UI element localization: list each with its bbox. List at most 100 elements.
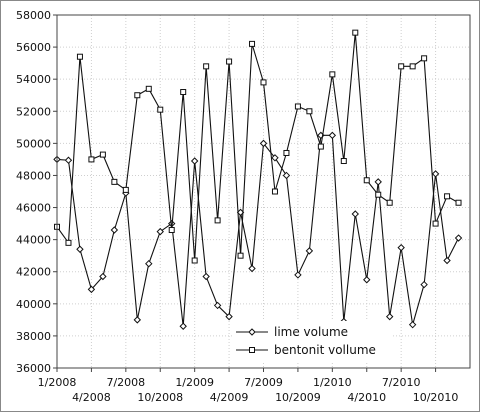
data-point (271, 154, 279, 162)
data-point (294, 103, 301, 110)
legend-item: lime volume (236, 325, 348, 339)
x-tick-label: 4/2010 (347, 391, 386, 404)
data-point (249, 40, 256, 47)
data-point (363, 177, 370, 184)
data-point (444, 193, 451, 200)
data-point (443, 256, 451, 265)
data-point (111, 178, 118, 185)
data-point (179, 322, 187, 330)
y-axis: 36000 38000 40000 42000 44000 46000 48000 50000… (16, 9, 57, 375)
plot-area-border (56, 14, 471, 369)
data-point (133, 316, 142, 324)
data-point (363, 276, 371, 284)
data-point (134, 92, 141, 99)
x-tick-label: 10/2008 (137, 391, 183, 404)
data-point (191, 257, 198, 264)
legend: lime volume bentonit vollume (232, 321, 392, 361)
data-point (408, 320, 417, 329)
y-tick-label: 52000 (16, 105, 51, 118)
x-tick-label: 7/2008 (106, 376, 145, 389)
data-point (305, 247, 314, 255)
data-point (156, 227, 164, 236)
y-tick-label: 38000 (16, 330, 51, 343)
data-point (213, 301, 222, 310)
data-point (157, 106, 164, 113)
data-point (76, 245, 84, 253)
data-point (294, 271, 302, 279)
data-point (432, 220, 439, 227)
data-point (76, 53, 83, 60)
data-point (455, 199, 462, 206)
data-point (282, 171, 291, 180)
y-tick-label: 44000 (16, 234, 51, 247)
y-tick-label: 36000 (16, 362, 51, 375)
data-point (226, 58, 233, 65)
legend-box (232, 321, 392, 361)
series-lime-volume (53, 131, 463, 330)
data-point (454, 234, 463, 242)
data-point (340, 158, 347, 165)
data-point (306, 108, 313, 115)
data-point (88, 156, 95, 163)
x-axis: 1/2008 4/2008 7/2008 10/2008 1/2009 4/2009 7/2… (38, 368, 459, 404)
data-point (168, 227, 175, 234)
y-tick-label: 50000 (16, 137, 51, 150)
y-tick-label: 40000 (16, 298, 51, 311)
data-point (248, 264, 256, 273)
legend-swatch-marker (249, 347, 255, 353)
data-point (65, 239, 72, 246)
y-tick-label: 56000 (16, 41, 51, 54)
data-point (397, 243, 405, 252)
data-point (259, 139, 268, 148)
data-point (122, 186, 129, 193)
y-tick-label: 58000 (16, 9, 51, 22)
x-tick-label: 1/2010 (313, 376, 352, 389)
x-tick-label: 4/2009 (210, 391, 249, 404)
data-point (375, 191, 382, 198)
x-tick-label: 1/2008 (38, 376, 77, 389)
x-tick-label: 1/2009 (175, 376, 214, 389)
data-point (385, 312, 394, 321)
data-point (99, 151, 106, 158)
data-point (99, 272, 107, 281)
data-point (352, 29, 359, 36)
data-point (203, 63, 210, 70)
data-point (328, 131, 337, 140)
data-point (110, 226, 119, 234)
data-point (329, 71, 336, 78)
data-point (64, 156, 73, 164)
data-point (374, 178, 382, 186)
y-tick-label: 42000 (16, 266, 51, 279)
data-point (283, 149, 290, 156)
data-point (420, 280, 428, 289)
legend-label: bentonit vollume (274, 343, 376, 357)
data-point (190, 157, 199, 165)
x-tick-label: 4/2008 (72, 391, 111, 404)
legend-item: bentonit vollume (236, 343, 376, 357)
y-tick-label: 46000 (16, 202, 51, 215)
data-point (409, 63, 416, 70)
data-point (351, 210, 359, 218)
data-point (214, 217, 221, 224)
x-tick-label: 7/2009 (244, 376, 283, 389)
y-tick-label: 54000 (16, 73, 51, 86)
x-tick-label: 10/2010 (413, 391, 459, 404)
data-point (237, 252, 244, 259)
data-point (180, 89, 187, 96)
legend-label: lime volume (274, 325, 348, 339)
data-point (225, 312, 233, 321)
y-tick-label: 48000 (16, 169, 51, 182)
legend-swatch-marker (248, 328, 256, 336)
data-point (271, 188, 278, 195)
x-tick-label: 7/2010 (382, 376, 421, 389)
series-line (56, 134, 460, 327)
data-point (386, 199, 393, 206)
data-point (421, 55, 428, 62)
data-point (87, 285, 96, 294)
data-point (398, 63, 405, 70)
data-point (317, 143, 324, 150)
data-point (431, 170, 440, 178)
x-tick-label: 10/2009 (275, 391, 321, 404)
data-point (145, 259, 153, 268)
